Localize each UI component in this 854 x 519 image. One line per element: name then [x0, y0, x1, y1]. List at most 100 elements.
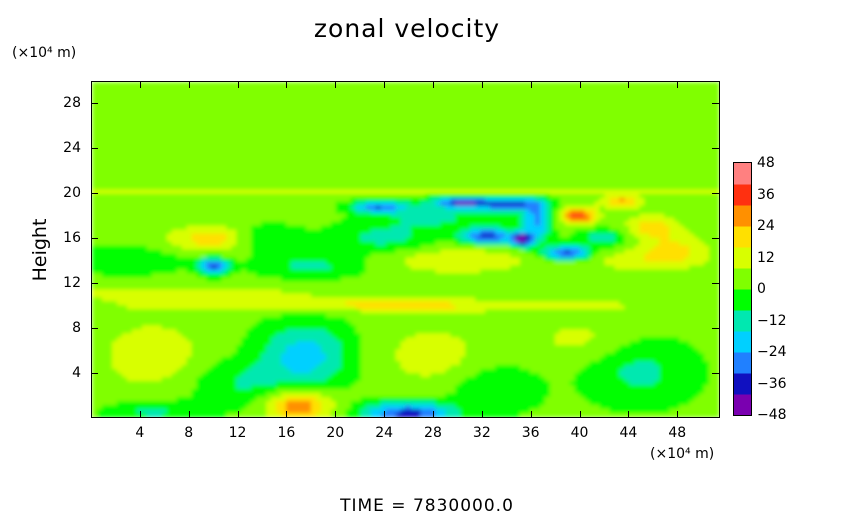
heatmap-cell — [514, 153, 521, 159]
heatmap-cell — [216, 189, 222, 195]
heatmap-cell — [450, 109, 456, 115]
heatmap-cell — [480, 133, 486, 139]
heatmap-cell — [629, 209, 636, 215]
heatmap-cell — [251, 225, 257, 231]
heatmap-cell — [634, 97, 640, 103]
heatmap-cell — [126, 213, 133, 219]
heatmap-cell — [161, 133, 168, 139]
heatmap-cell — [216, 89, 222, 95]
heatmap-cell — [549, 217, 556, 223]
heatmap-cell — [445, 217, 451, 223]
heatmap-cell — [584, 145, 591, 151]
heatmap-cell — [639, 157, 645, 163]
heatmap-cell — [385, 141, 392, 147]
heatmap-cell — [505, 201, 511, 207]
heatmap-cell — [196, 117, 203, 123]
heatmap-cell — [420, 225, 427, 231]
heatmap-cell — [524, 209, 531, 215]
heatmap-cell — [271, 169, 277, 175]
heatmap-cell — [485, 157, 491, 163]
heatmap-cell — [709, 225, 715, 231]
heatmap-cell — [345, 129, 352, 135]
heatmap-cell — [410, 145, 417, 151]
heatmap-cell — [674, 82, 680, 87]
heatmap-cell — [156, 97, 163, 103]
heatmap-cell — [669, 85, 675, 91]
heatmap-cell — [714, 157, 719, 163]
heatmap-cell — [554, 105, 561, 111]
heatmap-cell — [201, 209, 208, 215]
heatmap-cell — [271, 157, 277, 163]
heatmap-cell — [425, 165, 431, 171]
heatmap-cell — [490, 113, 496, 119]
heatmap-cell — [559, 93, 566, 99]
heatmap-cell — [470, 153, 476, 159]
heatmap-cell — [92, 121, 98, 127]
heatmap-cell — [669, 82, 675, 87]
heatmap-cell — [589, 201, 596, 207]
heatmap-cell — [455, 225, 461, 231]
heatmap-cell — [390, 229, 397, 235]
heatmap-cell — [405, 189, 412, 195]
heatmap-cell — [121, 213, 128, 219]
heatmap-cell — [485, 173, 491, 179]
heatmap-cell — [624, 213, 631, 219]
heatmap-cell — [435, 193, 441, 199]
heatmap-cell — [236, 205, 242, 211]
heatmap-cell — [669, 213, 675, 219]
heatmap-cell — [350, 113, 357, 119]
heatmap-cell — [519, 137, 526, 143]
heatmap-cell — [370, 221, 377, 227]
heatmap-cell — [385, 125, 392, 131]
heatmap-cell — [644, 177, 650, 183]
heatmap-cell — [529, 181, 536, 187]
heatmap-cell — [380, 205, 387, 211]
heatmap-cell — [335, 225, 342, 231]
heatmap-cell — [241, 89, 247, 95]
heatmap-cell — [689, 141, 695, 147]
heatmap-cell — [216, 225, 222, 231]
heatmap-cell — [385, 217, 392, 223]
heatmap-cell — [330, 205, 337, 211]
heatmap-cell — [604, 125, 611, 131]
heatmap-cell — [445, 221, 451, 227]
heatmap-cell — [261, 205, 267, 211]
heatmap-cell — [355, 125, 362, 131]
heatmap-cell — [146, 205, 153, 211]
heatmap-cell — [639, 113, 645, 119]
heatmap-cell — [689, 233, 695, 239]
heatmap-cell — [395, 133, 402, 139]
heatmap-cell — [221, 113, 227, 119]
heatmap-cell — [101, 117, 108, 123]
heatmap-cell — [420, 221, 427, 227]
heatmap-cell — [435, 89, 441, 95]
heatmap-cell — [370, 117, 377, 123]
heatmap-cell — [609, 89, 616, 95]
heatmap-cell — [131, 133, 138, 139]
heatmap-cell — [365, 113, 372, 119]
heatmap-cell — [365, 181, 372, 187]
heatmap-cell — [654, 89, 660, 95]
heatmap-cell — [106, 221, 113, 227]
heatmap-cell — [704, 189, 710, 195]
heatmap-cell — [450, 165, 456, 171]
heatmap-cell — [554, 177, 561, 183]
heatmap-cell — [395, 129, 402, 135]
heatmap-cell — [554, 189, 561, 195]
heatmap-cell — [201, 149, 208, 155]
heatmap-cell — [141, 129, 148, 135]
heatmap-cell — [196, 173, 203, 179]
heatmap-cell — [161, 221, 168, 227]
heatmap-cell — [141, 89, 148, 95]
heatmap-cell — [659, 117, 665, 123]
heatmap-cell — [544, 225, 551, 231]
heatmap-cell — [455, 89, 461, 95]
heatmap-cell — [549, 105, 556, 111]
heatmap-cell — [495, 233, 501, 239]
heatmap-cell — [161, 89, 168, 95]
heatmap-cell — [699, 225, 705, 231]
heatmap-cell — [96, 85, 103, 91]
heatmap-cell — [380, 149, 387, 155]
heatmap-cell — [196, 217, 203, 223]
heatmap-cell — [171, 225, 178, 231]
